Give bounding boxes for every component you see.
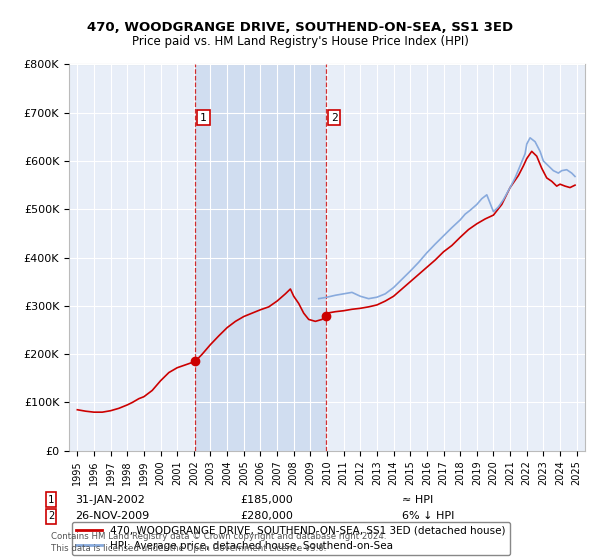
Legend: 470, WOODGRANGE DRIVE, SOUTHEND-ON-SEA, SS1 3ED (detached house), HPI: Average p: 470, WOODGRANGE DRIVE, SOUTHEND-ON-SEA, … — [71, 522, 510, 555]
Text: £185,000: £185,000 — [240, 494, 293, 505]
Text: ≈ HPI: ≈ HPI — [402, 494, 433, 505]
Text: 1: 1 — [200, 113, 207, 123]
Text: 470, WOODGRANGE DRIVE, SOUTHEND-ON-SEA, SS1 3ED: 470, WOODGRANGE DRIVE, SOUTHEND-ON-SEA, … — [87, 21, 513, 34]
Text: 26-NOV-2009: 26-NOV-2009 — [75, 511, 149, 521]
Text: 1: 1 — [48, 494, 54, 505]
Text: 2: 2 — [48, 511, 54, 521]
Text: 6% ↓ HPI: 6% ↓ HPI — [402, 511, 454, 521]
Bar — [195, 64, 326, 451]
Text: £280,000: £280,000 — [240, 511, 293, 521]
Text: Price paid vs. HM Land Registry's House Price Index (HPI): Price paid vs. HM Land Registry's House … — [131, 35, 469, 48]
Text: Contains HM Land Registry data © Crown copyright and database right 2024.
This d: Contains HM Land Registry data © Crown c… — [51, 533, 386, 553]
Text: 31-JAN-2002: 31-JAN-2002 — [75, 494, 145, 505]
Text: 2: 2 — [331, 113, 337, 123]
